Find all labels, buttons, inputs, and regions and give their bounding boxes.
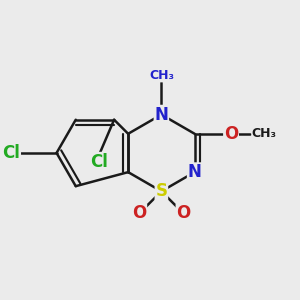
Text: Cl: Cl bbox=[90, 153, 108, 171]
Text: CH₃: CH₃ bbox=[149, 69, 174, 82]
Text: O: O bbox=[176, 205, 190, 223]
Text: O: O bbox=[224, 125, 238, 143]
Text: CH₃: CH₃ bbox=[252, 127, 277, 140]
Text: N: N bbox=[154, 106, 168, 124]
Text: S: S bbox=[155, 182, 167, 200]
Text: O: O bbox=[132, 205, 146, 223]
Text: Cl: Cl bbox=[2, 144, 20, 162]
Text: N: N bbox=[188, 163, 202, 181]
